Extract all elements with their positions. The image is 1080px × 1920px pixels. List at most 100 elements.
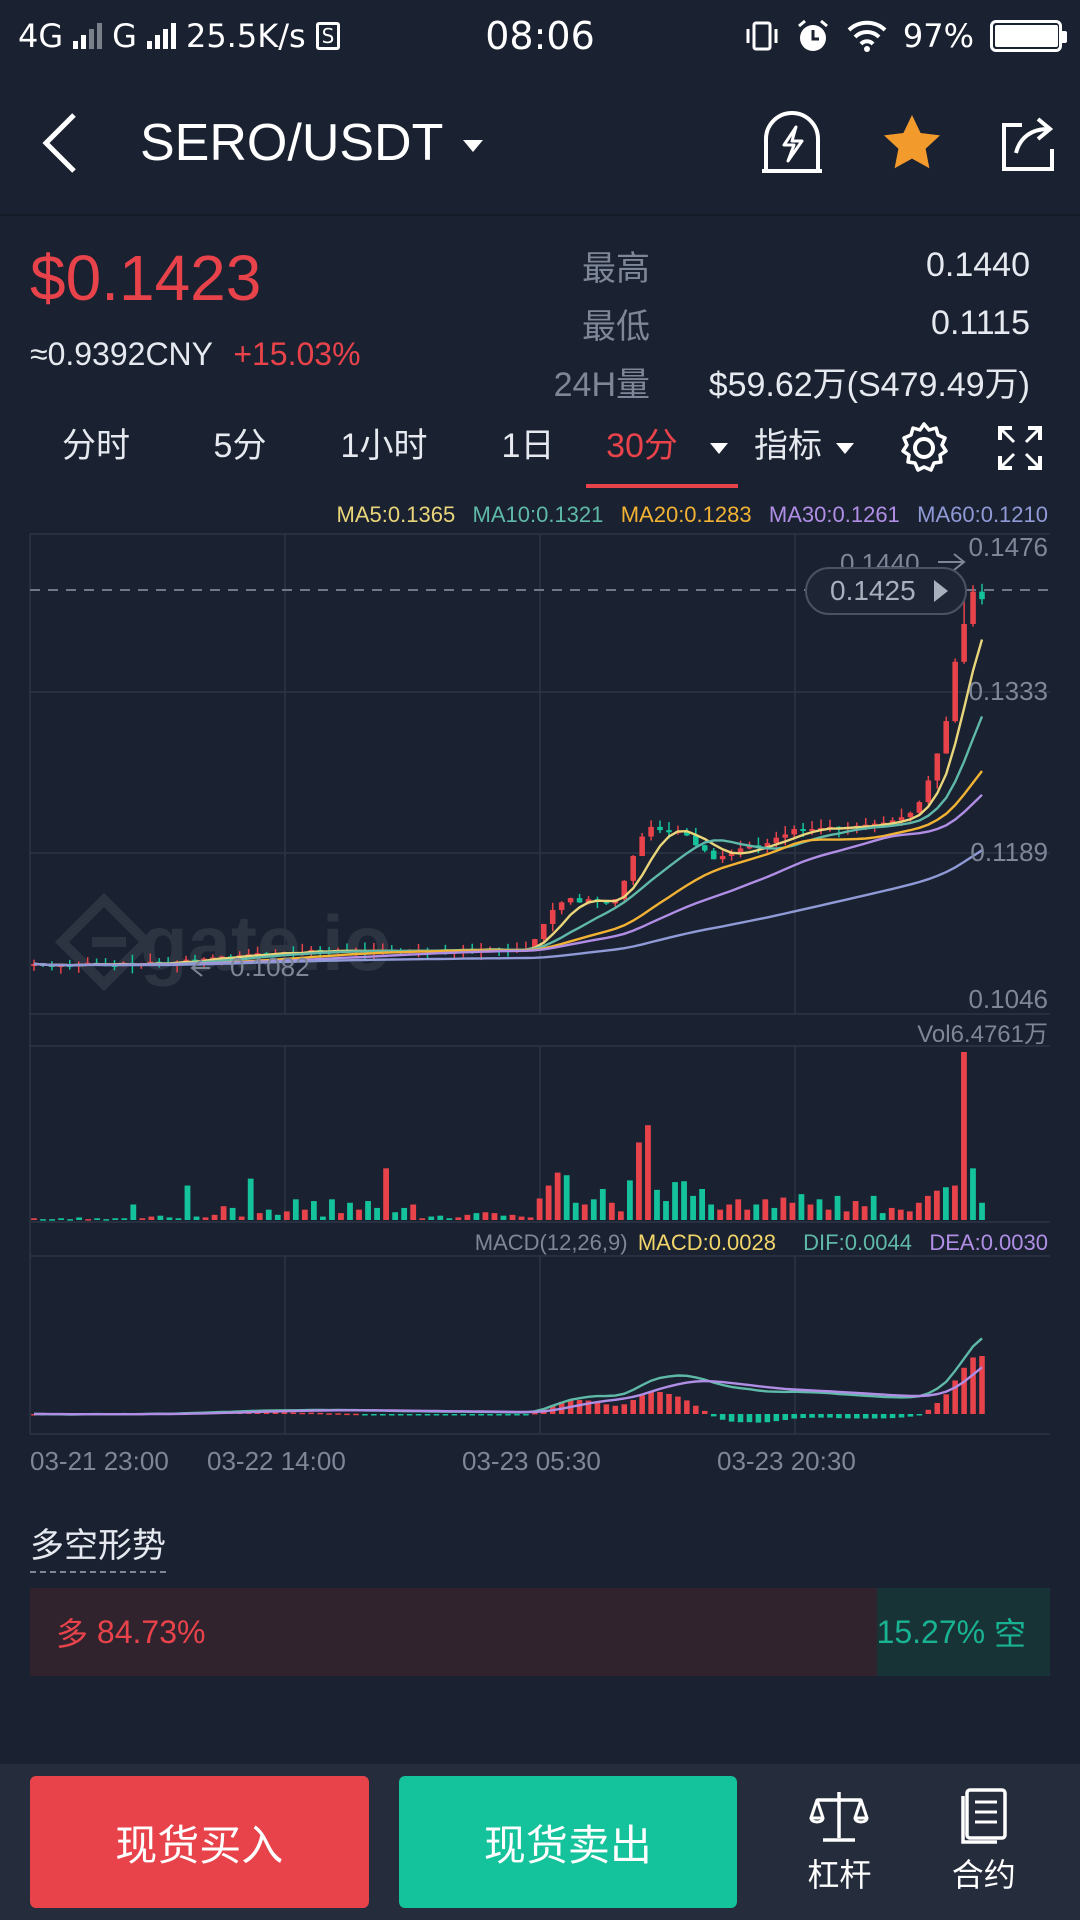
macd-bar xyxy=(308,1412,315,1415)
settings-gear-icon[interactable] xyxy=(896,420,952,476)
tab-1d[interactable]: 1日 xyxy=(501,427,555,465)
volume-bar xyxy=(762,1199,769,1220)
candle-body xyxy=(773,837,780,844)
macd-bar xyxy=(433,1414,440,1416)
stat-value: 0.1440 xyxy=(926,245,1030,284)
candle-body xyxy=(934,753,941,781)
macd-bar xyxy=(505,1414,511,1416)
macd-bar xyxy=(657,1391,663,1414)
leverage-button[interactable]: 杠杆 xyxy=(773,1788,905,1896)
candle-body xyxy=(925,780,932,803)
volume-bar xyxy=(879,1213,886,1220)
macd-bar xyxy=(585,1400,592,1414)
candle-body xyxy=(943,721,949,754)
macd-bar xyxy=(335,1413,341,1415)
macd-bar xyxy=(532,1412,538,1415)
long-segment: 多 84.73% xyxy=(30,1588,877,1676)
network-label-2: G xyxy=(112,17,137,55)
tab-30m-label: 30分 xyxy=(606,427,678,465)
volume-bar xyxy=(211,1214,218,1220)
volume-bar xyxy=(365,1201,371,1220)
candle-body xyxy=(532,939,538,949)
macd-bar xyxy=(487,1414,493,1416)
volume-bar xyxy=(49,1219,55,1221)
volume-bar xyxy=(112,1218,119,1220)
star-icon[interactable] xyxy=(880,111,944,175)
volume-bar xyxy=(247,1178,254,1220)
kline-chart[interactable]: MA60:0.1210 MA30:0.1261 MA20:0.1283 MA10:0.… xyxy=(0,496,1080,1476)
volume-bar xyxy=(157,1215,164,1220)
volume-bar xyxy=(40,1219,46,1221)
volume-bar xyxy=(464,1214,471,1220)
pair-dropdown-icon xyxy=(463,140,484,152)
macd-bar xyxy=(371,1414,377,1416)
volume-bar xyxy=(735,1199,742,1220)
candle-body xyxy=(567,898,574,903)
share-icon[interactable] xyxy=(996,111,1060,175)
more-intervals-icon[interactable] xyxy=(710,442,728,454)
candle-body xyxy=(684,831,690,836)
macd-bar xyxy=(809,1414,815,1418)
contract-label: 合约 xyxy=(951,1856,1016,1894)
macd-bar xyxy=(818,1414,824,1418)
volume-bar xyxy=(708,1204,715,1220)
candle-body xyxy=(791,829,797,835)
volume-bar xyxy=(220,1206,227,1220)
tab-5m[interactable]: 5分 xyxy=(213,427,267,465)
candle-body xyxy=(693,835,699,846)
macd-bar xyxy=(344,1413,350,1416)
tab-30m[interactable]: 30分 xyxy=(576,408,738,488)
battery-percent: 97% xyxy=(902,17,974,55)
ma-line xyxy=(33,849,983,967)
battery-icon xyxy=(990,20,1067,52)
volume-bar xyxy=(229,1207,236,1220)
macd-bar xyxy=(388,1414,395,1416)
macd-bar xyxy=(639,1395,645,1414)
spot-sell-button[interactable]: 现货卖出 xyxy=(398,1776,738,1908)
high-arrow-icon xyxy=(938,553,966,571)
macd-bar xyxy=(612,1405,619,1414)
candle-body xyxy=(541,923,547,940)
volume-bar xyxy=(699,1188,706,1220)
macd-bar xyxy=(621,1404,628,1414)
stat-low: 最低 0.1115 xyxy=(530,294,1030,352)
tab-indicators[interactable]: 指标 xyxy=(742,408,866,488)
volume-bar xyxy=(148,1216,155,1220)
current-price-label: 0.1425 xyxy=(830,575,916,606)
low-arrow-icon xyxy=(190,959,210,977)
contract-button[interactable]: 合约 xyxy=(918,1788,1050,1896)
alert-icon[interactable] xyxy=(756,107,828,179)
macd-bar xyxy=(424,1414,431,1416)
signal-icon-2 xyxy=(146,23,176,49)
macd-bar xyxy=(451,1414,458,1416)
pair-selector[interactable]: SERO/USDT xyxy=(140,113,484,173)
volume-bar xyxy=(536,1198,543,1220)
candle-body xyxy=(585,899,592,903)
fullscreen-icon[interactable] xyxy=(996,424,1044,472)
volume-bar xyxy=(807,1204,814,1220)
ma-lines xyxy=(33,639,984,967)
back-button[interactable] xyxy=(0,72,120,214)
volume-bar xyxy=(392,1212,399,1220)
macd-bar xyxy=(889,1414,896,1419)
macd-bar xyxy=(397,1414,404,1416)
macd-bar xyxy=(836,1414,842,1419)
y-tick: 0.1189 xyxy=(970,837,1048,867)
macd-bar xyxy=(693,1405,699,1414)
volume-bar xyxy=(590,1199,597,1220)
volume-bar xyxy=(843,1211,850,1220)
macd-bar xyxy=(576,1400,583,1414)
macd-bar xyxy=(943,1394,949,1414)
y-tick: 0.1046 xyxy=(968,984,1048,1014)
candle-body xyxy=(809,829,815,832)
tab-1h[interactable]: 1小时 xyxy=(340,427,428,465)
x-axis-label: 03-23 20:30 xyxy=(717,1446,856,1476)
volume-bar xyxy=(121,1218,128,1220)
volume-bar xyxy=(238,1216,245,1220)
macd-bar xyxy=(898,1414,905,1418)
volume-label: Vol6.4761万 xyxy=(917,1021,1048,1048)
tab-timeline[interactable]: 分时 xyxy=(62,427,130,465)
dif-line xyxy=(33,1337,983,1416)
spot-buy-button[interactable]: 现货买入 xyxy=(30,1776,369,1908)
current-price-pill[interactable]: 0.1425 xyxy=(805,567,967,615)
